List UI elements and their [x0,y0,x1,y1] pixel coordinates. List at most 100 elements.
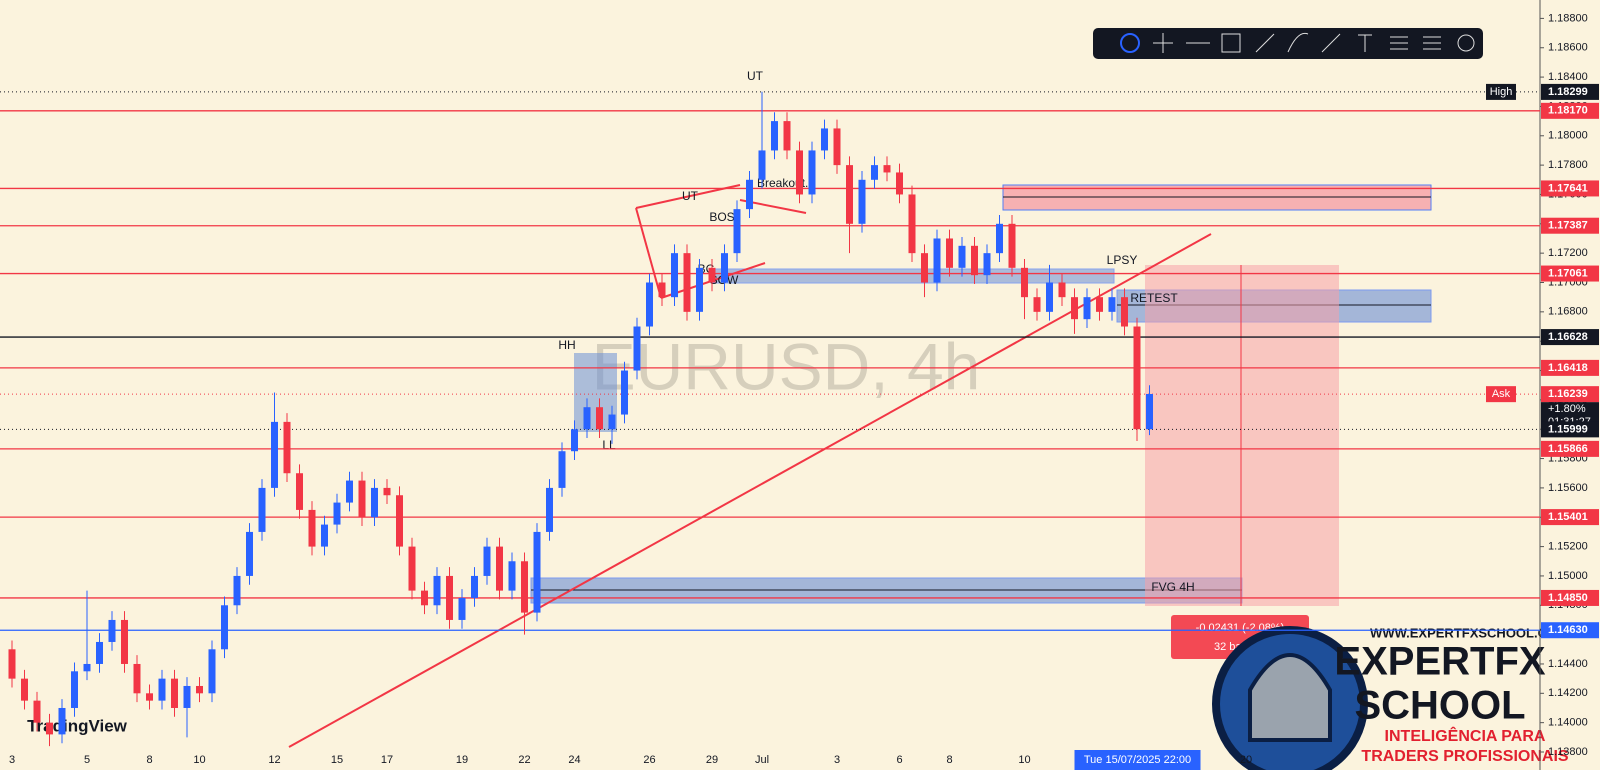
candle-body [683,253,691,312]
candle-body [1096,297,1103,312]
level-label: 1.15401 [1548,511,1588,523]
tag-badge [1486,83,1516,100]
level-label: 1.16418 [1548,362,1588,374]
x-tick-label: 8 [146,754,152,766]
crosshair-label: Tue 15/07/2025 22:00 [1084,754,1191,766]
level-badge [1541,622,1599,639]
candle-body [458,597,466,620]
tool-text[interactable] [1358,34,1372,52]
y-tick-label: 1.14200 [1548,687,1588,699]
x-tick-label: 19 [456,754,468,766]
candle-body [358,480,366,518]
candle-body [546,487,553,532]
candle-body [321,524,328,547]
x-tick-label: Jul [755,754,769,766]
site: WWW.EXPERTFXSCHOOL.COM [1370,625,1568,640]
short-position [1145,265,1339,606]
level-label: 1.17641 [1548,182,1588,194]
candle-body [971,245,978,276]
candle-body [1083,297,1091,320]
level-badge [1541,180,1599,197]
candle-body [633,326,641,371]
candle-body [733,209,741,254]
position-change: -0.02431 (-2.08%) [1196,622,1285,634]
y-tick-label: 1.17200 [1548,247,1588,259]
level-badge [1541,102,1599,119]
crosshair-badge [1074,750,1201,770]
level-label: 1.17387 [1548,220,1588,232]
label: BOS [709,210,734,224]
x-tick-label: 12 [268,754,280,766]
tool-trend[interactable] [1255,33,1275,53]
candle-body [533,531,541,613]
level-badge [1541,329,1599,346]
candle-body [796,150,803,195]
candle-body [121,619,128,664]
tool-pattern[interactable] [1423,36,1441,50]
level-label: 1.16628 [1548,331,1588,343]
price-label: 1.16239 [1548,388,1588,400]
candle-body [583,407,591,430]
candle-body [158,678,166,701]
candle-body [708,267,716,283]
candle-body [71,671,78,708]
candle-body [33,700,41,723]
candle-body [1133,326,1141,430]
candle-body [171,678,178,708]
candle-body [746,179,753,210]
candle-body [246,531,253,576]
y-tick-label: 1.18400 [1548,71,1588,83]
price-label: 1.15999 [1548,423,1588,435]
candle-body [1121,297,1128,327]
candle-body [271,421,278,488]
candle-body [946,238,953,268]
drawing-toolbar [1093,28,1483,59]
level-label: 1.18170 [1548,105,1588,117]
level-badge [1541,440,1599,457]
platform-logo: TradingView [27,716,128,735]
toolbar-bg [1093,28,1483,59]
candle-body [258,487,266,532]
candle-body [996,223,1003,254]
brand-name: SCHOOL [1354,684,1525,728]
candle-body [983,253,991,276]
candle-body [896,172,903,195]
candle-body [108,619,116,642]
label: UT [747,69,764,83]
sow-zone [710,268,1115,284]
candle-body [658,282,666,298]
tool-select[interactable] [1120,33,1140,53]
candle-body [771,121,778,151]
change: +1.80% [1548,403,1586,415]
candle-body [8,649,16,679]
y-tick-label: 1.15600 [1548,482,1588,494]
tool-brush[interactable] [1287,32,1309,53]
tool-line[interactable] [1321,33,1341,53]
tool-fib[interactable] [1390,36,1408,50]
x-tick-label: 10 [1018,754,1030,766]
label: RETEST [1130,291,1178,305]
y-tick-label: 1.18800 [1548,12,1588,24]
tagline: TRADERS PROFISSIONAIS [1361,748,1568,765]
tool-cross[interactable] [1153,33,1173,53]
tool-rect[interactable] [1221,33,1241,53]
y-tick-label: 1.18600 [1548,42,1588,54]
candle-body [783,121,791,151]
candle-body [1058,282,1066,298]
y-tick-label: 1.14000 [1548,717,1588,729]
x-tick-label: 20 [1240,754,1252,766]
candle-body [621,370,628,415]
candle-body [471,575,478,598]
candle-body [1071,297,1078,320]
level-badge [1541,509,1599,526]
candle-body [671,253,678,298]
x-tick-label: 17 [381,754,393,766]
candle-body [1008,223,1016,268]
candle-body [96,641,103,664]
tool-more[interactable] [1457,34,1475,52]
price-badge [1541,386,1599,403]
x-tick-label: 8 [946,754,952,766]
candle-body [933,238,941,283]
x-tick-label: 5 [84,754,90,766]
